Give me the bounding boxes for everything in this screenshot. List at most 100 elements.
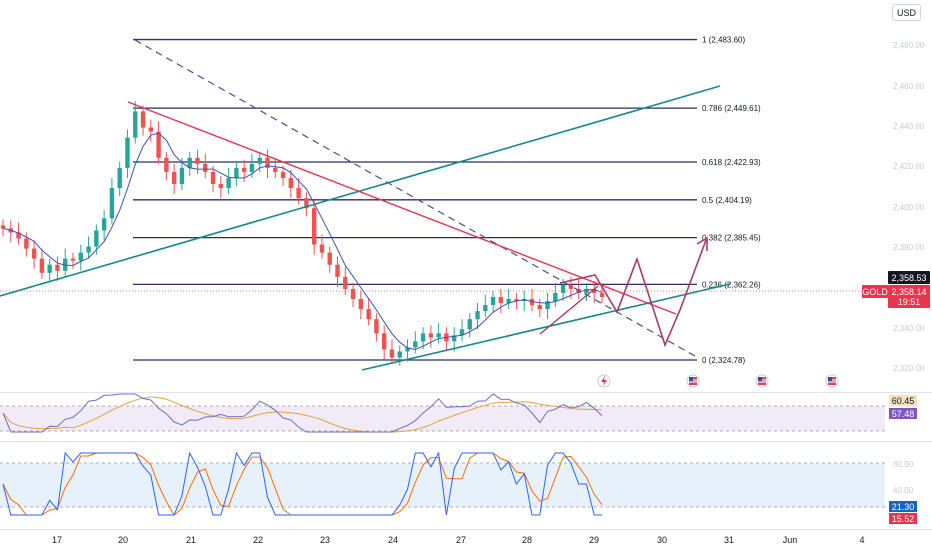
rsi-ma-value: 60.45 xyxy=(892,396,915,406)
time-tick-label: 23 xyxy=(320,535,330,545)
candle xyxy=(101,218,107,231)
candle xyxy=(273,167,278,172)
candle xyxy=(475,311,480,320)
candle xyxy=(506,299,511,304)
fib-level-label: 0.5 (2,404.19) xyxy=(702,196,752,205)
candle xyxy=(218,184,224,189)
candle xyxy=(78,252,83,261)
fib-level-label: 0.382 (2,385.45) xyxy=(702,234,761,243)
time-tick-label: 28 xyxy=(522,535,532,545)
last-price-tag: 2,358.14 19:51 xyxy=(888,285,930,308)
us-flag-icon[interactable] xyxy=(825,374,839,388)
price-projection-path[interactable] xyxy=(559,239,707,348)
time-tick-label: 17 xyxy=(52,535,62,545)
price-tick-label: 2,340.00 xyxy=(893,324,925,333)
lightning-icon[interactable] xyxy=(597,374,611,388)
candle xyxy=(55,264,60,271)
stoch-tick-40: 40.00 xyxy=(893,486,914,495)
event-markers[interactable] xyxy=(597,374,839,388)
candle xyxy=(39,258,45,273)
candle xyxy=(413,341,418,348)
candle xyxy=(553,292,558,302)
candle xyxy=(311,208,317,245)
candle xyxy=(366,309,371,320)
candle xyxy=(86,246,91,253)
stoch-d-value: 15.52 xyxy=(892,514,915,524)
candle xyxy=(210,171,216,185)
descending-resistance-line[interactable] xyxy=(127,101,677,315)
candle xyxy=(451,335,457,342)
time-tick-label: 4 xyxy=(859,535,864,545)
time-tick-label: 30 xyxy=(657,535,667,545)
candle xyxy=(389,349,395,358)
candle xyxy=(560,284,566,293)
candle xyxy=(405,347,410,352)
candle xyxy=(265,157,270,168)
us-flag-icon[interactable] xyxy=(755,374,769,388)
candle xyxy=(249,163,255,172)
time-tick-label: 21 xyxy=(186,535,196,545)
candle xyxy=(226,177,231,189)
price-tick-label: 2,480.00 xyxy=(893,41,925,50)
candle xyxy=(296,188,301,199)
candle xyxy=(94,230,99,247)
candle xyxy=(514,299,519,302)
price-tag-upper: 2,358.53 xyxy=(888,271,930,284)
candle xyxy=(47,264,52,273)
candle xyxy=(140,111,146,128)
candle xyxy=(304,198,309,209)
candle xyxy=(171,171,177,185)
fib-level-label: 0.618 (2,422.93) xyxy=(702,158,761,167)
stoch-k-value: 21.30 xyxy=(892,502,915,512)
time-axis[interactable]: 17 20 21 22 23 24 27 28 29 30 31 Jun 4 xyxy=(52,535,865,545)
us-flag-icon[interactable] xyxy=(686,374,700,388)
moving-average-line xyxy=(2,132,603,351)
candle xyxy=(374,319,379,334)
price-tick-label: 2,420.00 xyxy=(893,162,925,171)
candle xyxy=(148,127,154,132)
candle xyxy=(319,244,325,253)
candle xyxy=(428,333,434,338)
candle xyxy=(117,167,122,189)
candle xyxy=(109,188,115,219)
time-tick-label: 20 xyxy=(118,535,128,545)
rsi-ma-line xyxy=(2,396,603,433)
short-support-line[interactable] xyxy=(539,285,599,335)
candle xyxy=(70,258,76,261)
candle xyxy=(545,301,550,310)
ascending-channel-upper[interactable] xyxy=(0,85,721,297)
stochastic-pane[interactable]: 80.00 40.00 21.30 15.52 xyxy=(0,451,917,524)
rsi-pane[interactable]: 60.45 57.48 xyxy=(0,393,917,433)
candle xyxy=(343,276,348,289)
candle xyxy=(335,264,340,277)
currency-button[interactable]: USD xyxy=(892,4,921,21)
candle xyxy=(257,157,262,164)
candle xyxy=(203,163,208,172)
candle xyxy=(467,319,472,330)
price-axis[interactable]: 2,480.00 2,460.00 2,440.00 2,420.00 2,400.00… xyxy=(893,41,925,373)
candle xyxy=(179,167,185,185)
time-tick-label: 31 xyxy=(724,535,734,545)
candle xyxy=(584,288,589,293)
countdown-text: 19:51 xyxy=(898,297,921,307)
candle xyxy=(599,292,605,298)
price-tag-upper-text: 2,358.53 xyxy=(891,273,926,283)
price-pane[interactable]: 1 (2,483.60) 0.786 (2,449.61) 0.618 (2,422… xyxy=(0,36,880,388)
candle xyxy=(436,333,441,338)
candle xyxy=(280,171,286,178)
time-tick-label: 29 xyxy=(589,535,599,545)
symbol-tag: GOLD xyxy=(862,285,888,298)
candle xyxy=(537,305,542,310)
price-tick-label: 2,380.00 xyxy=(893,243,925,252)
fib-level-label: 0.786 (2,449.61) xyxy=(702,104,761,113)
fibonacci-retracement[interactable]: 1 (2,483.60) 0.786 (2,449.61) 0.618 (2,422… xyxy=(133,36,761,365)
candle xyxy=(234,167,239,178)
stoch-tick-80: 80.00 xyxy=(893,460,914,469)
candle xyxy=(156,131,161,158)
time-tick-label: 24 xyxy=(388,535,398,545)
dashed-downtrend-line[interactable] xyxy=(134,39,696,357)
candle xyxy=(483,305,488,312)
candle xyxy=(0,225,6,229)
ascending-channel-lower[interactable] xyxy=(361,283,731,371)
